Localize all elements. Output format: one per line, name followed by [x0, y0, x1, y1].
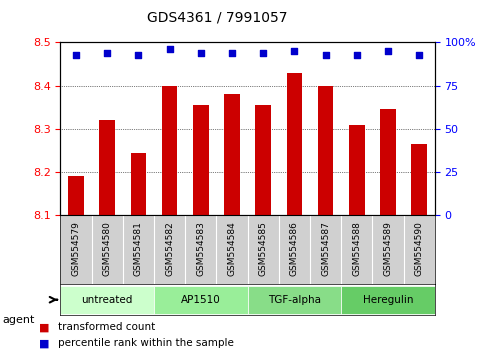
Text: AP1510: AP1510 — [181, 295, 221, 305]
Bar — [412, 144, 427, 215]
Text: GSM554582: GSM554582 — [165, 221, 174, 275]
Point — [72, 52, 80, 57]
Text: percentile rank within the sample: percentile rank within the sample — [58, 338, 234, 348]
Text: GSM554580: GSM554580 — [103, 221, 112, 276]
Bar — [380, 109, 396, 215]
Bar — [349, 125, 365, 215]
Text: GDS4361 / 7991057: GDS4361 / 7991057 — [147, 11, 287, 25]
Text: GSM554586: GSM554586 — [290, 221, 299, 276]
Bar — [256, 105, 271, 215]
Text: agent: agent — [2, 315, 35, 325]
Text: GSM554579: GSM554579 — [71, 221, 81, 276]
Point — [290, 48, 298, 54]
Bar — [286, 73, 302, 215]
Point — [197, 50, 205, 56]
Point — [259, 50, 267, 56]
Point — [228, 50, 236, 56]
FancyBboxPatch shape — [247, 286, 341, 314]
FancyBboxPatch shape — [60, 286, 154, 314]
Bar — [99, 120, 115, 215]
Text: untreated: untreated — [82, 295, 133, 305]
Text: ■: ■ — [39, 322, 49, 332]
Text: GSM554590: GSM554590 — [414, 221, 424, 276]
Bar — [224, 94, 240, 215]
Text: GSM554584: GSM554584 — [227, 221, 237, 275]
Text: TGF-alpha: TGF-alpha — [268, 295, 321, 305]
Point — [353, 52, 361, 57]
FancyBboxPatch shape — [341, 286, 435, 314]
Point — [166, 47, 173, 52]
Bar — [130, 153, 146, 215]
Bar — [162, 86, 177, 215]
Point — [134, 52, 142, 57]
Text: Heregulin: Heregulin — [363, 295, 413, 305]
Point — [322, 52, 329, 57]
Point — [103, 50, 111, 56]
Bar — [318, 86, 333, 215]
Point — [384, 48, 392, 54]
Text: GSM554585: GSM554585 — [258, 221, 268, 276]
Text: GSM554583: GSM554583 — [196, 221, 205, 276]
Bar — [193, 105, 209, 215]
FancyBboxPatch shape — [154, 286, 247, 314]
Bar — [68, 176, 84, 215]
Text: transformed count: transformed count — [58, 322, 155, 332]
Text: GSM554588: GSM554588 — [352, 221, 361, 276]
Text: ■: ■ — [39, 338, 49, 348]
Text: GSM554581: GSM554581 — [134, 221, 143, 276]
Point — [415, 52, 423, 57]
Text: GSM554589: GSM554589 — [384, 221, 392, 276]
Text: GSM554587: GSM554587 — [321, 221, 330, 276]
